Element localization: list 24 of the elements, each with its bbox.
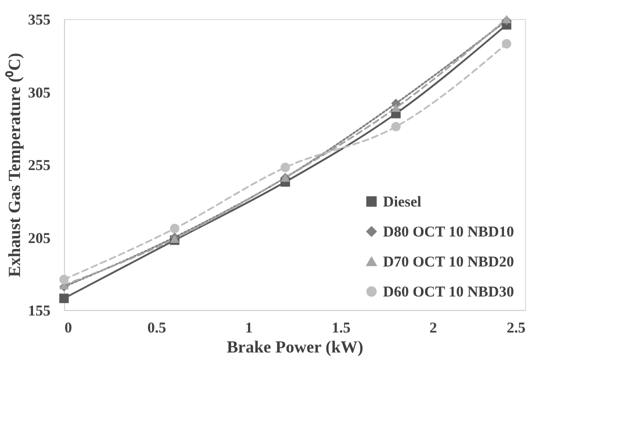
point [170, 224, 180, 234]
x-tick-label: 0.5 [147, 320, 166, 336]
point [59, 294, 69, 304]
legend-label: D80 OCT 10 NBD10 [383, 224, 514, 240]
point [391, 122, 401, 132]
point [502, 39, 512, 48]
x-tick-label: 1.5 [332, 320, 350, 336]
legend-label: D60 OCT 10 NBD30 [383, 284, 514, 300]
x-tick-label: 1 [245, 320, 253, 336]
x-tick-label: 2.5 [506, 320, 526, 336]
legend-label: D70 OCT 10 NBD20 [383, 254, 514, 270]
point [391, 104, 401, 112]
y-tick-label: 155 [28, 304, 50, 320]
y-tick-label: 205 [28, 230, 50, 247]
y-tick-label: 255 [28, 158, 50, 174]
x-tick-label: 2 [430, 320, 438, 336]
y-axis-title: Exhaust Gas Temperature (⁰C) [5, 52, 24, 278]
x-axis-title: Brake Power (kW) [226, 338, 364, 356]
y-tick-label: 305 [28, 85, 50, 102]
point [59, 274, 69, 284]
x-tick-label: 0 [64, 320, 72, 336]
y-tick-label: 355 [28, 12, 50, 28]
legend-label: Diesel [383, 194, 422, 210]
point [280, 162, 290, 172]
